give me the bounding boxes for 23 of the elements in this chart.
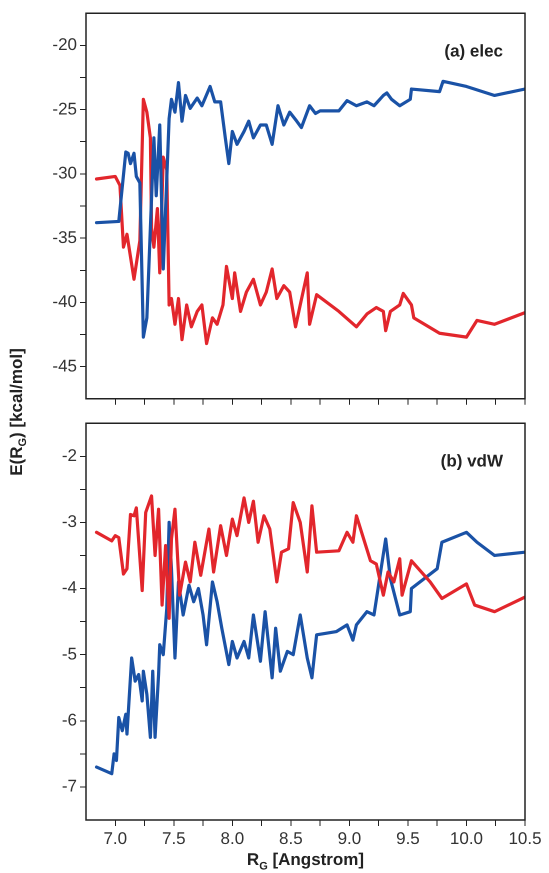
y-tick-label: -20 xyxy=(52,35,77,54)
x-tick-label: 10.0 xyxy=(450,828,484,848)
x-tick-label: 9.0 xyxy=(338,828,362,848)
y-tick-label: -30 xyxy=(52,164,77,183)
x-tick-label: 7.0 xyxy=(103,828,128,848)
y-tick-label: -40 xyxy=(52,292,77,312)
x-tick-label: 9.5 xyxy=(396,828,420,848)
x-tick-label: 10.5 xyxy=(508,828,542,848)
text: (a) elec xyxy=(444,41,503,60)
x-tick-label: 8.0 xyxy=(220,828,244,848)
y-tick-label: -4 xyxy=(62,578,77,598)
y-tick-label: -6 xyxy=(62,710,77,730)
y-tick-label: -2 xyxy=(62,446,77,465)
x-axis-title: R$_{G}$ [Angstrom] xyxy=(246,850,364,872)
y-tick-label: -35 xyxy=(52,228,77,247)
y-tick-label: -25 xyxy=(52,99,77,118)
y-tick-label: -7 xyxy=(62,776,77,796)
y-tick-label: -3 xyxy=(62,512,77,532)
x-tick-label: 8.5 xyxy=(279,828,303,848)
y-tick-label: -5 xyxy=(62,644,77,664)
x-tick-label: 7.5 xyxy=(162,828,186,848)
y-tick-label: -45 xyxy=(52,356,77,376)
text: (b) vdW xyxy=(440,451,504,470)
